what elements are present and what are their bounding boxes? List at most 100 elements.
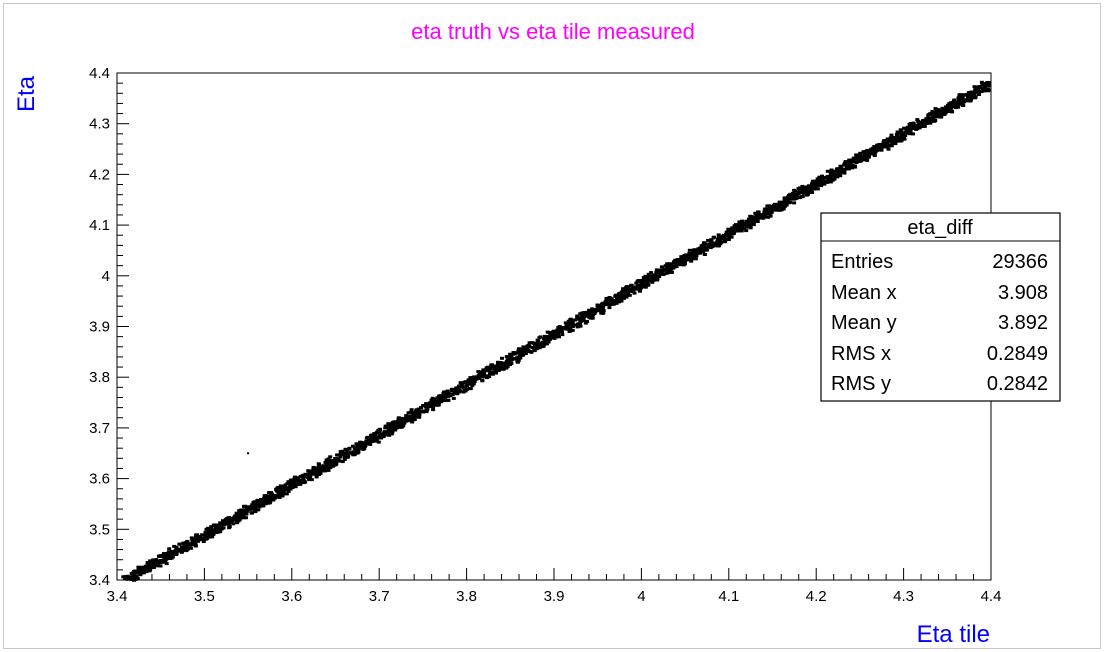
data-point xyxy=(847,164,852,168)
data-point xyxy=(249,506,254,509)
data-point xyxy=(899,135,904,138)
data-point xyxy=(850,158,855,162)
data-point xyxy=(916,123,921,127)
data-point xyxy=(710,245,715,249)
data-point xyxy=(259,498,263,502)
data-point xyxy=(606,301,611,305)
data-point xyxy=(907,127,912,131)
data-point xyxy=(955,100,960,104)
data-point xyxy=(698,246,702,250)
data-point xyxy=(526,343,531,347)
data-point xyxy=(987,84,992,88)
data-point xyxy=(163,552,168,555)
data-point xyxy=(702,241,707,245)
data-point xyxy=(744,219,749,223)
data-point xyxy=(290,485,295,489)
data-point xyxy=(677,262,682,266)
data-point xyxy=(797,189,802,193)
data-point xyxy=(573,318,578,322)
data-point xyxy=(751,221,756,225)
data-point xyxy=(530,341,535,345)
data-point xyxy=(667,262,672,266)
data-point xyxy=(735,229,740,233)
data-point xyxy=(333,457,338,460)
data-point xyxy=(582,311,587,314)
data-point xyxy=(909,125,914,129)
data-point xyxy=(748,222,753,226)
data-point xyxy=(425,407,430,411)
data-point xyxy=(610,300,615,304)
data-point xyxy=(843,160,848,164)
y-tick-label: 4.2 xyxy=(89,166,110,183)
data-point xyxy=(482,371,486,375)
data-point xyxy=(889,144,894,148)
data-point xyxy=(512,352,517,356)
data-point xyxy=(734,223,738,227)
data-point xyxy=(508,353,513,357)
stats-box-title: eta_diff xyxy=(907,217,973,239)
data-point xyxy=(123,577,127,581)
data-point xyxy=(779,204,784,208)
data-point xyxy=(285,482,290,486)
data-point xyxy=(145,561,150,565)
stats-box: eta_diff Entries 29366 Mean x 3.908 Mean… xyxy=(820,212,1061,402)
data-point xyxy=(947,105,952,109)
data-point xyxy=(442,391,447,395)
data-point xyxy=(303,475,308,479)
data-point xyxy=(189,536,194,540)
data-point xyxy=(137,569,142,573)
data-point xyxy=(769,210,774,214)
data-point xyxy=(751,223,756,227)
data-point xyxy=(691,251,696,255)
data-point xyxy=(314,475,319,479)
data-point xyxy=(740,227,745,231)
data-point xyxy=(523,352,528,355)
data-point xyxy=(309,478,314,482)
data-point xyxy=(954,105,959,109)
data-point xyxy=(158,564,163,568)
data-point xyxy=(596,309,601,313)
data-point xyxy=(682,254,687,257)
data-point xyxy=(888,138,893,142)
data-point xyxy=(911,132,915,136)
data-point xyxy=(281,492,285,496)
data-point xyxy=(288,478,293,482)
data-point xyxy=(534,344,539,348)
data-point xyxy=(911,127,916,130)
data-point xyxy=(806,192,810,196)
x-axis-title: Eta tile xyxy=(917,621,990,648)
data-point xyxy=(298,475,303,478)
data-point xyxy=(424,402,428,406)
data-point xyxy=(877,143,882,147)
data-point xyxy=(862,155,866,159)
data-point xyxy=(903,130,908,134)
data-point xyxy=(935,114,940,118)
data-point xyxy=(949,109,954,113)
data-point xyxy=(645,281,650,284)
data-point xyxy=(842,169,847,173)
data-point xyxy=(343,452,348,456)
data-point xyxy=(666,264,671,267)
data-point xyxy=(220,519,225,523)
data-point xyxy=(902,135,906,139)
data-point xyxy=(361,447,366,451)
data-point xyxy=(189,543,194,547)
data-point xyxy=(715,241,720,244)
data-point xyxy=(839,165,844,169)
data-point xyxy=(584,314,589,318)
data-point xyxy=(978,90,983,94)
data-point xyxy=(294,481,299,485)
data-point xyxy=(544,342,549,346)
data-point xyxy=(897,132,901,136)
data-point xyxy=(737,227,742,231)
data-point xyxy=(138,573,143,577)
data-point xyxy=(249,507,254,511)
data-point xyxy=(880,145,884,149)
data-point xyxy=(626,290,630,294)
data-point xyxy=(502,367,507,371)
data-point xyxy=(669,264,673,268)
data-point xyxy=(238,512,242,516)
data-point xyxy=(336,457,341,461)
data-point xyxy=(321,464,326,468)
